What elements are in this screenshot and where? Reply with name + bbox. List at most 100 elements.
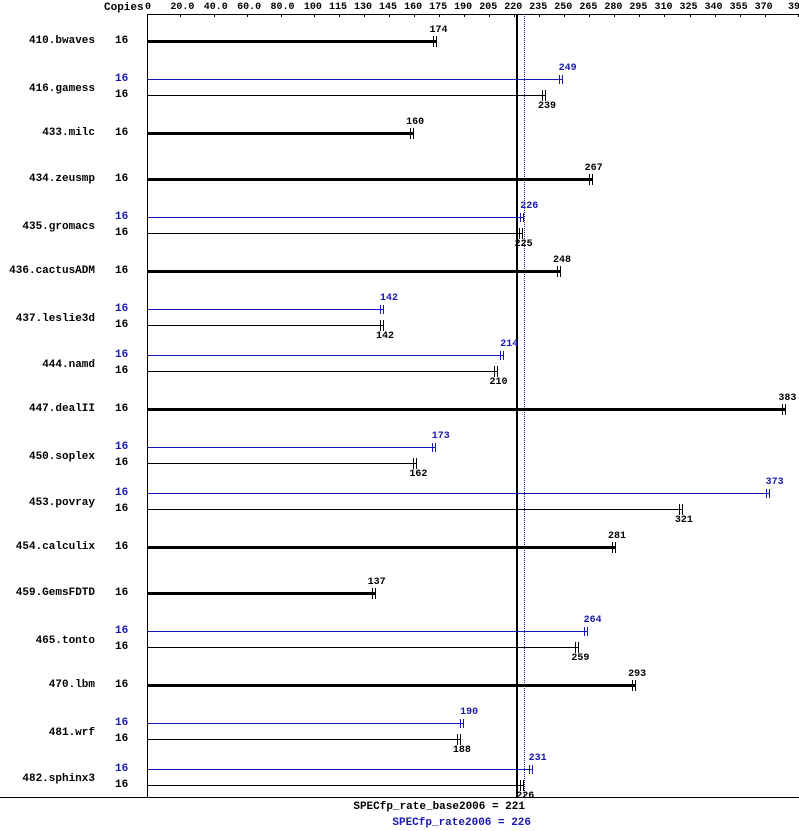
ref-line-base (516, 14, 518, 797)
x-tick-label: 250 (554, 2, 572, 13)
peak-copies: 16 (115, 625, 128, 637)
x-tick-label: 160 (404, 2, 422, 13)
base-value: 281 (608, 531, 626, 542)
base-endcap (782, 404, 783, 415)
base-bar (147, 647, 579, 648)
peak-copies: 16 (115, 303, 128, 315)
base-endcap (410, 128, 411, 139)
base-endcap (575, 642, 576, 653)
peak-endcap (500, 351, 501, 360)
peak-endcap (432, 443, 433, 452)
spec-rate-chart: Copies020.040.060.080.010011513014516017… (0, 0, 799, 831)
benchmark-label: 433.milc (0, 127, 95, 139)
x-tick (180, 14, 181, 17)
base-bar (147, 785, 524, 786)
base-value: 210 (490, 377, 508, 388)
base-copies: 16 (115, 89, 128, 101)
peak-endcap (766, 489, 767, 498)
peak-bar (147, 79, 563, 80)
base-bar (147, 233, 523, 234)
peak-endcap (523, 213, 524, 222)
x-tick (389, 14, 390, 17)
x-tick (614, 14, 615, 17)
x-tick (690, 14, 691, 17)
peak-copies: 16 (115, 487, 128, 499)
summary-label: SPECfp_rate_base2006 = 221 (353, 801, 525, 813)
base-bar (147, 684, 636, 687)
base-endcap (560, 266, 561, 277)
benchmark-label: 410.bwaves (0, 35, 95, 47)
x-tick (281, 14, 282, 17)
x-tick-label: 280 (604, 2, 622, 13)
x-tick (740, 14, 741, 17)
peak-bar (147, 769, 533, 770)
x-tick (214, 14, 215, 17)
base-copies: 16 (115, 35, 128, 47)
base-bar (147, 95, 546, 96)
base-value: 188 (453, 745, 471, 756)
bottom-line (0, 797, 799, 798)
x-tick-label: 40.0 (204, 2, 228, 13)
x-tick-label: 80.0 (271, 2, 295, 13)
base-endcap (383, 320, 384, 331)
benchmark-label: 416.gamess (0, 83, 95, 95)
peak-value: 373 (766, 477, 784, 488)
x-tick-label: 370 (755, 2, 773, 13)
base-endcap (682, 504, 683, 515)
base-value: 383 (778, 393, 796, 404)
benchmark-label: 447.dealII (0, 403, 95, 415)
peak-endcap (383, 305, 384, 314)
base-bar (147, 408, 786, 411)
peak-bar (147, 217, 524, 218)
x-tick (147, 14, 148, 17)
base-endcap (519, 228, 520, 239)
x-tick-label: 190 (454, 2, 472, 13)
x-tick (664, 14, 665, 17)
x-tick-label: 0 (145, 2, 151, 13)
benchmark-label: 450.soplex (0, 451, 95, 463)
x-tick (339, 14, 340, 17)
base-endcap (436, 36, 437, 47)
peak-endcap (559, 75, 560, 84)
base-endcap (497, 366, 498, 377)
x-tick (364, 14, 365, 17)
base-endcap (612, 542, 613, 553)
x-tick-label: 390 (788, 2, 799, 13)
x-tick (247, 14, 248, 17)
x-tick (639, 14, 640, 17)
peak-bar (147, 309, 384, 310)
base-bar (147, 509, 683, 510)
x-tick-label: 175 (429, 2, 447, 13)
x-tick (564, 14, 565, 17)
base-copies: 16 (115, 733, 128, 745)
benchmark-label: 436.cactusADM (0, 265, 95, 277)
base-bar (147, 132, 414, 135)
x-tick-label: 145 (379, 2, 397, 13)
x-tick-label: 295 (629, 2, 647, 13)
x-tick-label: 355 (730, 2, 748, 13)
base-copies: 16 (115, 541, 128, 553)
x-tick-label: 60.0 (237, 2, 261, 13)
base-value: 225 (515, 239, 533, 250)
peak-copies: 16 (115, 349, 128, 361)
x-tick-label: 130 (354, 2, 372, 13)
x-tick-label: 20.0 (170, 2, 194, 13)
peak-bar (147, 493, 770, 494)
base-endcap (632, 680, 633, 691)
base-bar (147, 592, 376, 595)
base-bar (147, 270, 561, 273)
base-endcap (372, 588, 373, 599)
base-endcap (460, 734, 461, 745)
base-value: 239 (538, 101, 556, 112)
base-bar (147, 40, 437, 43)
base-value: 137 (368, 577, 386, 588)
peak-value: 190 (460, 707, 478, 718)
benchmark-label: 435.gromacs (0, 221, 95, 233)
peak-bar (147, 631, 588, 632)
x-tick-label: 205 (479, 2, 497, 13)
peak-endcap (769, 489, 770, 498)
base-value: 162 (409, 469, 427, 480)
x-tick-label: 220 (504, 2, 522, 13)
base-endcap (592, 174, 593, 185)
peak-value: 226 (520, 201, 538, 212)
